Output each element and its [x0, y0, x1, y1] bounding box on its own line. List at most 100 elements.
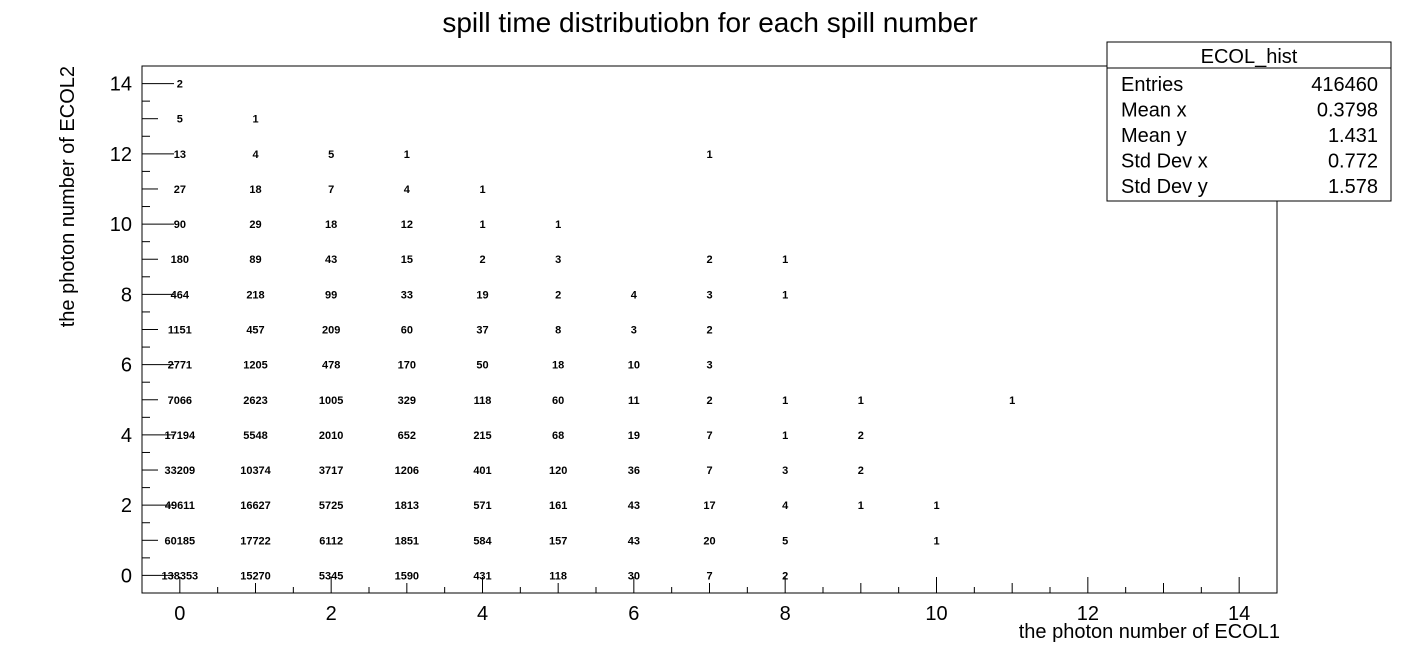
y-tick-label: 0: [121, 565, 132, 587]
stats-row-value: 416460: [1311, 74, 1378, 96]
stats-row-label: Mean y: [1121, 125, 1187, 147]
bin-content-label: 118: [549, 570, 567, 582]
bin-content-label: 2771: [168, 360, 192, 372]
bin-content-label: 12: [401, 219, 413, 231]
bin-content-label: 3: [631, 325, 637, 337]
bin-content-label: 7066: [168, 395, 192, 407]
bin-content-label: 1: [858, 500, 864, 512]
bin-content-label: 584: [473, 535, 492, 547]
bin-content-label: 4: [252, 149, 259, 161]
bin-content-label: 43: [325, 254, 337, 266]
stats-row-value: 1.431: [1328, 125, 1378, 147]
bin-content-label: 29: [249, 219, 261, 231]
chart-title: spill time distributiobn for each spill …: [442, 7, 977, 38]
x-axis-label: the photon number of ECOL1: [1019, 621, 1280, 643]
bin-content-label: 20: [703, 535, 715, 547]
bin-content-label: 50: [476, 360, 488, 372]
bin-content-label: 218: [246, 289, 264, 301]
bin-content-label: 431: [473, 570, 491, 582]
bin-content-label: 60185: [165, 535, 196, 547]
bin-content-label: 1: [1009, 395, 1015, 407]
bin-content-label: 27: [174, 184, 186, 196]
bin-content-label: 30: [628, 570, 640, 582]
bin-content-label: 2: [706, 395, 712, 407]
y-tick-label: 6: [121, 355, 132, 377]
bin-content-label: 43: [628, 500, 640, 512]
bin-content-label: 652: [398, 430, 416, 442]
bin-content-label: 1813: [395, 500, 419, 512]
bin-content-label: 16627: [240, 500, 271, 512]
bin-content-label: 2: [782, 570, 788, 582]
bin-content-label: 1851: [395, 535, 419, 547]
bin-content-label: 1: [782, 289, 788, 301]
bin-content-label: 464: [171, 289, 190, 301]
bin-content-label: 19: [476, 289, 488, 301]
bin-content-label: 1: [782, 430, 788, 442]
bin-content-label: 90: [174, 219, 186, 231]
bin-content-label: 17722: [240, 535, 271, 547]
stats-box-title: ECOL_hist: [1201, 46, 1298, 68]
bin-content-label: 3: [706, 360, 712, 372]
bin-content-label: 401: [473, 465, 491, 477]
x-axis-ticks: [141, 577, 1278, 593]
x-tick-label: 6: [628, 603, 639, 625]
bin-content-label: 3: [706, 289, 712, 301]
stats-row-value: 0.772: [1328, 151, 1378, 173]
bin-content-label: 2: [706, 254, 712, 266]
bin-content-label: 18: [552, 360, 564, 372]
x-tick-label: 10: [925, 603, 947, 625]
bin-content-label: 1151: [168, 325, 192, 337]
y-axis-label: the photon number of ECOL2: [57, 66, 79, 327]
bin-content-label: 1: [933, 500, 939, 512]
bin-content-label: 3: [555, 254, 561, 266]
bin-content-label: 5: [177, 114, 183, 126]
bin-content-label: 7: [328, 184, 334, 196]
bin-content-label: 5: [782, 535, 788, 547]
bin-content-label: 118: [474, 395, 492, 407]
bin-content-label: 37: [476, 325, 488, 337]
y-tick-label: 8: [121, 284, 132, 306]
bin-content-label: 1: [555, 219, 561, 231]
bin-content-label: 170: [398, 360, 416, 372]
y-tick-label: 4: [121, 425, 132, 447]
bin-content-label: 7: [706, 430, 712, 442]
bin-content-label: 17194: [165, 430, 196, 442]
bin-content-label: 2623: [243, 395, 267, 407]
bin-content-label: 1: [782, 395, 788, 407]
bin-content-label: 68: [552, 430, 564, 442]
bin-content-label: 1: [252, 114, 258, 126]
x-tick-label: 0: [174, 603, 185, 625]
bin-content-label: 2: [555, 289, 561, 301]
bin-content-label: 478: [322, 360, 340, 372]
bin-content-label: 571: [473, 500, 491, 512]
bin-content-label: 6112: [319, 535, 343, 547]
bin-content-label: 1: [933, 535, 939, 547]
bin-content-label: 15: [401, 254, 413, 266]
bin-content-label: 19: [628, 430, 640, 442]
bin-content-label: 60: [552, 395, 564, 407]
x-tick-label: 4: [477, 603, 488, 625]
bin-content-label: 18: [249, 184, 261, 196]
bin-content-label: 138353: [161, 570, 198, 582]
x-axis-tick-labels: 0 2 4 6 8 10 12 14: [174, 603, 1250, 625]
x-tick-label: 2: [326, 603, 337, 625]
bin-content-label: 43: [628, 535, 640, 547]
bin-content-label: 89: [249, 254, 261, 266]
bin-content-label: 1205: [243, 360, 267, 372]
bin-content-label: 11: [628, 395, 640, 407]
bin-content-label: 157: [549, 535, 567, 547]
bin-content-label: 5725: [319, 500, 343, 512]
stats-row-label: Entries: [1121, 74, 1183, 96]
bin-content-label: 5548: [243, 430, 267, 442]
bin-content-label: 10374: [240, 465, 271, 477]
bin-content-label: 1: [706, 149, 712, 161]
x-tick-label: 8: [780, 603, 791, 625]
stats-row-value: 1.578: [1328, 176, 1378, 198]
y-tick-label: 2: [121, 495, 132, 517]
bin-content-label: 1590: [395, 570, 419, 582]
bin-content-label: 161: [549, 500, 567, 512]
bin-content-label: 18: [325, 219, 337, 231]
bin-content-label: 8: [555, 325, 561, 337]
stats-box: ECOL_hist Entries 416460 Mean x 0.3798 Mean …: [1106, 41, 1392, 202]
